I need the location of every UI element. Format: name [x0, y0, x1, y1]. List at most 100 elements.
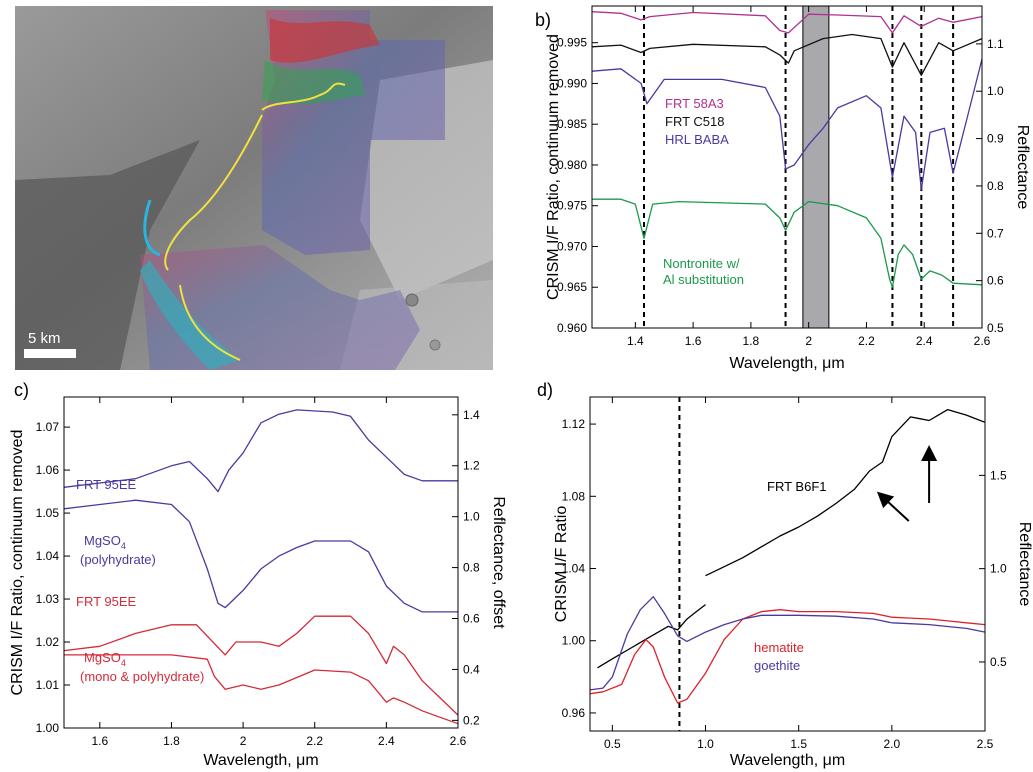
- x-tick-label: 1.8: [163, 734, 180, 748]
- series-line: [589, 609, 986, 704]
- series-line: [63, 499, 458, 613]
- series-line: [597, 604, 706, 669]
- annotation-text: HRL BABA: [665, 132, 729, 147]
- y-tick-label: 1.00: [562, 634, 586, 648]
- series-annotation: FRT 58A3: [665, 96, 724, 111]
- y-tick-label: 1.02: [36, 635, 60, 649]
- y2-axis-label: Reflectance: [1016, 522, 1033, 607]
- y-tick-label: 0.980: [557, 158, 587, 172]
- x-tick-label: 1.0: [697, 737, 714, 751]
- crater-small: [429, 339, 441, 351]
- y2-tick-label: 1.4: [463, 408, 480, 422]
- x-tick-label: 2.2: [858, 334, 875, 348]
- x-tick-label: 2.6: [974, 334, 991, 348]
- x-axis-label: Wavelength, μm: [203, 752, 318, 769]
- y-tick-label: 0.96: [562, 706, 586, 720]
- y-tick-label: 0.960: [557, 321, 587, 335]
- y-tick-label: 1.08: [562, 489, 586, 503]
- series-annotation: FRT 95EE: [76, 477, 137, 492]
- x-tick-label: 1.8: [743, 334, 760, 348]
- y2-tick-label: 0.8: [987, 179, 1004, 193]
- y-tick-label: 1.00: [36, 721, 60, 735]
- dark-basin: [15, 140, 200, 370]
- x-tick-label: 1.5: [790, 737, 807, 751]
- x-tick-label: 2: [240, 734, 247, 748]
- annotation-text: (polyhydrate): [80, 552, 156, 567]
- y-tick-label: 1.01: [36, 678, 60, 692]
- annotation-text: FRT B6F1: [767, 479, 826, 494]
- annotation-text: goethite: [754, 658, 800, 673]
- series-annotation: FRT 95EE: [76, 594, 137, 609]
- plot-frame: [63, 396, 459, 729]
- yellow-contact-line-south: [179, 284, 241, 361]
- plot-frame: [589, 396, 986, 732]
- yellow-contact-line-north: [261, 82, 346, 111]
- annotation-text: FRT 95EE: [76, 477, 137, 492]
- y2-tick-label: 0.9: [987, 132, 1004, 146]
- y2-tick-label: 0.7: [987, 226, 1004, 240]
- y2-tick-label: 1.0: [987, 84, 1004, 98]
- y-axis-label: CRISM I/F Ratio, continuum removed: [9, 430, 26, 696]
- y2-tick-label: 0.6: [463, 612, 480, 626]
- y-tick-label: 1.04: [562, 562, 586, 576]
- y2-tick-label: 1.5: [990, 468, 1007, 482]
- series-annotation: Al substitution: [663, 272, 744, 287]
- scale-bar: [24, 349, 76, 358]
- annotation-subscript: 4: [121, 658, 126, 668]
- panel-c-label: c): [14, 380, 29, 400]
- x-tick-label: 2.6: [450, 734, 467, 748]
- y-tick-label: 1.07: [36, 420, 60, 434]
- chart-d: 0.5 1.0 1.5 2.0 2.5 0.96 1.00 1.04 1.08 1.12 0.5 1.…: [553, 396, 1033, 769]
- x-tick-label: 2.5: [977, 737, 994, 751]
- crater: [405, 293, 419, 307]
- y-axis-label: CRISM I/F Ratio: [553, 506, 570, 623]
- y2-axis-label: Reflectance, offset: [490, 496, 507, 629]
- series-annotation: goethite: [754, 658, 800, 673]
- red-unit-band: [270, 18, 380, 63]
- series-annotation: hematite: [754, 640, 804, 655]
- x-tick-label: 1.4: [627, 334, 644, 348]
- y2-tick-label: 1.0: [463, 510, 480, 524]
- annotation-text: MgSO: [84, 533, 121, 548]
- series-line: [589, 596, 986, 691]
- annotation-text: (mono & polyhydrate): [80, 669, 204, 684]
- x-tick-label: 1.6: [91, 734, 108, 748]
- y2-tick-label: 0.5: [987, 321, 1004, 335]
- series-annotation: FRT B6F1: [767, 479, 826, 494]
- shaded-band: [802, 5, 830, 329]
- series-annotation: Nontronite w/: [663, 256, 740, 271]
- y-tick-label: 0.970: [557, 239, 587, 253]
- series-line: [592, 198, 983, 288]
- scale-bar-label: 5 km: [28, 330, 61, 347]
- y2-tick-label: 0.6: [987, 274, 1004, 288]
- x-tick-label: 2.4: [916, 334, 933, 348]
- y-tick-label: 0.975: [557, 199, 587, 213]
- series-annotation: (mono & polyhydrate): [80, 669, 204, 684]
- series-annotation: (polyhydrate): [80, 552, 156, 567]
- y2-tick-label: 1.1: [987, 37, 1004, 51]
- panel-a-map: 5 km: [15, 6, 493, 370]
- series-line: [63, 409, 458, 493]
- x-tick-label: 0.5: [604, 737, 621, 751]
- series-annotation: FRT C518: [665, 114, 725, 129]
- x-axis-label: Wavelength, μm: [729, 355, 844, 372]
- arrow-marker: [876, 491, 910, 522]
- green-unit-band: [262, 60, 365, 105]
- panel-b-label: b): [535, 10, 551, 30]
- x-tick-label: 2.0: [883, 737, 900, 751]
- series-line: [591, 11, 983, 34]
- annotation-subscript: 4: [121, 541, 126, 551]
- annotation-text: FRT 95EE: [76, 594, 137, 609]
- x-tick-label: 1.6: [685, 334, 702, 348]
- series-annotation: MgSO4: [84, 533, 126, 551]
- y-tick-label: 1.05: [36, 506, 60, 520]
- annotation-text: MgSO: [84, 650, 121, 665]
- y-tick-label: 0.985: [557, 117, 587, 131]
- blue-contact-line: [143, 199, 161, 257]
- y-axis-label: CRISM I/F Ratio, continuum removed: [545, 34, 562, 300]
- chart-c: 1.6 1.8 2 2.2 2.4 2.61.001.011.021.031.041.05…: [9, 396, 507, 769]
- annotation-text: Nontronite w/: [663, 256, 740, 271]
- y2-tick-label: 0.5: [990, 655, 1007, 669]
- y2-tick-label: 0.4: [463, 662, 480, 676]
